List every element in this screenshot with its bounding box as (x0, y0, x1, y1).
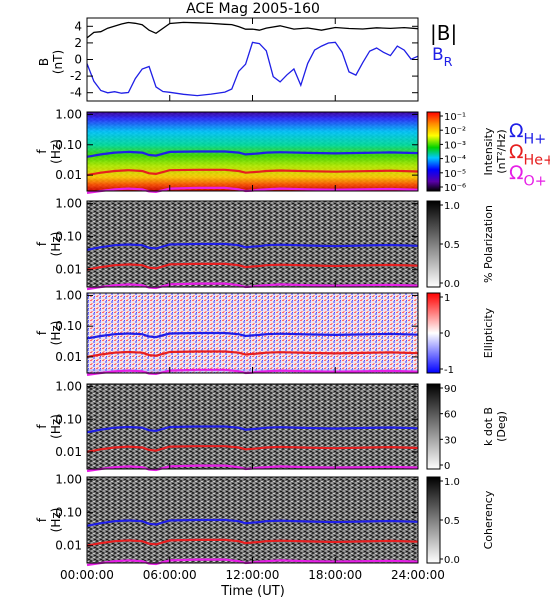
polarization-colorbar (426, 200, 441, 288)
gyro-line-Oplus (86, 282, 419, 291)
colorbar-label: Intensity (482, 127, 495, 175)
colorbar-tick-label: 30 (444, 435, 457, 446)
y-tick-label: -2 (70, 69, 82, 83)
colorbar-unit: (nT²/Hz) (495, 129, 508, 173)
colorbar-tick-label: 0.5 (444, 240, 460, 251)
colorbar-tick-label: 10⁻³ (444, 140, 466, 151)
colorbar-tick-label: -1 (444, 365, 454, 376)
y-axis-unit: (Hz) (49, 508, 63, 533)
ellipticity-colorbar (426, 292, 441, 374)
colorbar-label: Ellipticity (482, 307, 495, 358)
figure-title: ACE Mag 2005-160 (186, 1, 320, 17)
x-tick-label: 24:00:00 (391, 568, 445, 582)
colorbar-tick-label: 60 (444, 410, 457, 421)
y-axis-unit: (Hz) (49, 321, 63, 346)
gyro-line-Hplus (86, 150, 419, 158)
colorbar-tick-label: 10⁻⁴ (444, 155, 466, 166)
gyro-line-Heplus (86, 168, 419, 177)
colorbar-label: % Polarization (482, 205, 495, 283)
y-tick-label: -4 (70, 86, 82, 100)
gyro-line-Heplus (86, 445, 419, 453)
gyro-line-Heplus (86, 350, 419, 358)
legend-br: BR (432, 45, 453, 70)
kdotb-colorbar (426, 383, 441, 470)
y-tick-label: 1.00 (55, 197, 82, 211)
gyro-line-Heplus (86, 538, 419, 547)
y-tick-label: 0.10 (55, 138, 82, 152)
y-axis-label: f (35, 149, 49, 154)
legend-btotal: |B| (430, 21, 457, 45)
colorbar-tick-label: 1 (444, 293, 450, 304)
y-axis-unit: (Hz) (49, 414, 63, 439)
y-axis-unit: (nT) (51, 50, 65, 74)
gyro-line-Heplus (86, 262, 419, 271)
field-plot-area (87, 18, 418, 101)
y-axis-unit: (Hz) (49, 139, 63, 164)
y-tick-label: 0.10 (55, 506, 82, 520)
colorbar-tick-label: 10⁻⁵ (444, 169, 466, 180)
polarization-spectrogram (87, 201, 418, 287)
y-tick-label: 0.01 (55, 539, 82, 553)
legend-omega-hplus: ΩH+ (509, 120, 546, 148)
series-line-br (86, 41, 419, 97)
legend-omega-heplus: ΩHe+ (509, 141, 550, 169)
colorbar-tick-label: 0.5 (444, 516, 460, 527)
y-tick-label: 1.00 (55, 380, 82, 394)
y-axis-label: B (37, 58, 51, 66)
coherency-spectrogram (87, 477, 418, 563)
y-tick-label: 0.10 (55, 319, 82, 333)
y-tick-label: 0.01 (55, 350, 82, 364)
y-tick-label: 0.01 (55, 168, 82, 182)
colorbar-tick-label: 10⁻⁶ (444, 183, 466, 194)
colorbar-tick-label: 0 (444, 461, 450, 472)
y-tick-label: 0.10 (55, 230, 82, 244)
colorbar-tick-label: 0 (444, 329, 450, 340)
y-tick-label: 1.00 (55, 107, 82, 121)
gyro-line-Oplus (86, 186, 419, 194)
kdotb-spectrogram (87, 384, 418, 469)
ellipticity-spectrogram (87, 293, 418, 373)
y-tick-label: 0.10 (55, 412, 82, 426)
legend-omega-oplus: ΩO+ (509, 162, 547, 190)
y-tick-label: 0.01 (55, 263, 82, 277)
colorbar-tick-label: 10⁻¹ (444, 112, 466, 123)
y-tick-label: 4 (74, 19, 82, 33)
y-tick-label: 0.01 (55, 445, 82, 459)
y-tick-label: 1.00 (55, 288, 82, 302)
x-tick-label: 18:00:00 (308, 568, 362, 582)
colorbar-unit: (Deg) (495, 411, 508, 442)
colorbar-tick-label: 90 (444, 384, 457, 395)
gyro-line-Hplus (86, 518, 419, 527)
y-axis-label: f (35, 241, 49, 246)
intensity-colorbar (426, 111, 441, 192)
colorbar-tick-label: 1.0 (444, 201, 460, 212)
y-tick-label: 1.00 (55, 473, 82, 487)
gyro-line-Hplus (86, 425, 419, 434)
colorbar-label: k dot B (482, 407, 495, 446)
y-axis-label: f (35, 517, 49, 522)
gyro-line-Oplus (86, 464, 419, 473)
x-tick-label: 06:00:00 (143, 568, 197, 582)
y-axis-unit: (Hz) (49, 232, 63, 257)
colorbar-tick-label: 0.0 (444, 555, 460, 566)
y-tick-label: 0 (74, 53, 82, 67)
colorbar-tick-label: 10⁻² (444, 126, 466, 137)
y-axis-label: f (35, 424, 49, 429)
x-tick-label: 00:00:00 (60, 568, 114, 582)
gyro-line-Oplus (86, 368, 419, 376)
gyro-line-Hplus (86, 242, 419, 251)
colorbar-tick-label: 1.0 (444, 477, 460, 488)
gyro-line-Hplus (86, 331, 419, 340)
y-axis-label: f (35, 330, 49, 335)
y-tick-label: 2 (74, 36, 82, 50)
x-tick-label: 12:00:00 (226, 568, 280, 582)
series-line-btotal (86, 21, 419, 39)
x-axis-label: Time (UT) (220, 584, 285, 599)
gyro-line-Oplus (86, 558, 419, 567)
coherency-colorbar (426, 476, 441, 564)
colorbar-label: Coherency (482, 490, 495, 549)
colorbar-tick-label: 0.0 (444, 279, 460, 290)
